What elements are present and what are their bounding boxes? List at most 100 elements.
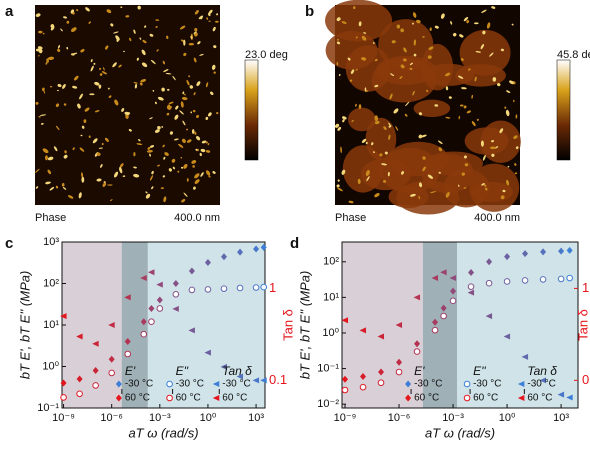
diamond-marker (253, 245, 260, 253)
phase-speck (413, 39, 417, 46)
phase-speck (72, 12, 75, 15)
circle-marker (431, 326, 439, 334)
phase-speck (194, 131, 197, 135)
phase-speck (197, 148, 199, 152)
phase-speck (38, 30, 43, 34)
phase-speck (72, 85, 78, 89)
phase-speck (172, 166, 175, 170)
diamond-marker (558, 247, 565, 255)
circle-marker (449, 297, 457, 305)
phase-speck (427, 55, 432, 59)
x-tick-label: 10⁰ (499, 412, 516, 424)
phase-speck (47, 156, 54, 161)
y-tick-label: 10³ (43, 236, 59, 248)
legend-header: Tan δ (222, 364, 252, 378)
legend-header: E' (414, 364, 425, 378)
triangle-marker (557, 391, 565, 398)
phase-speck (172, 75, 176, 81)
x-tick-label: 10⁻⁶ (388, 412, 411, 424)
phase-speck (206, 17, 209, 20)
x-tick-label: 10⁻⁶ (100, 412, 123, 424)
phase-speck (145, 193, 151, 199)
phase-speck (511, 23, 514, 26)
phase-speck (484, 187, 488, 191)
phase-speck (151, 186, 154, 190)
phase-speck (149, 33, 154, 37)
phase-speck (144, 25, 147, 28)
phase-speck (404, 113, 408, 117)
phase-speck (463, 155, 467, 159)
phase-speck (337, 187, 343, 192)
phase-speck (129, 37, 132, 42)
phase-speck (149, 153, 151, 157)
colorbar-label: 45.8 deg (557, 49, 590, 61)
phase-speck (336, 17, 341, 22)
phase-speck (361, 138, 367, 143)
phase-speck (93, 62, 96, 65)
circle-marker (220, 285, 228, 292)
phase-speck (183, 192, 188, 198)
triangle-marker (156, 281, 163, 288)
phase-speck (186, 178, 189, 182)
legend-label: -30 °C (176, 379, 204, 390)
triangle-marker (517, 381, 525, 387)
phase-domain (459, 29, 511, 76)
phase-speck (445, 116, 451, 119)
phase-speck (45, 61, 48, 65)
phase-speck (205, 116, 209, 120)
phase-speck (201, 140, 207, 144)
phase-speck (467, 68, 471, 71)
phase-speck (57, 44, 61, 49)
diamond-marker (468, 269, 475, 277)
y-axis-title: bT E', bT E'' (MPa) (17, 271, 32, 380)
phase-speck (474, 76, 477, 82)
phase-speck (429, 27, 432, 32)
phase-speck (165, 72, 172, 75)
phase-speck (365, 141, 368, 145)
phase-speck (388, 134, 391, 141)
phase-speck (364, 87, 367, 92)
phase-speck (471, 120, 476, 127)
phase-speck (157, 126, 161, 130)
phase-speck (208, 9, 213, 15)
phase-speck (139, 82, 143, 86)
phase-speck (162, 60, 165, 65)
circle-marker (92, 382, 99, 389)
phase-speck (166, 35, 169, 40)
phase-speck (399, 76, 403, 79)
y-tick-label: 10² (323, 256, 339, 268)
diamond-marker (140, 318, 147, 326)
phase-speck (164, 152, 169, 156)
triangle-marker (60, 313, 67, 320)
circle-marker (124, 350, 132, 358)
phase-speck (445, 86, 449, 91)
phase-speck (207, 142, 210, 146)
phase-speck (194, 179, 200, 184)
triangle-marker (212, 395, 220, 401)
legend-label: 60 °C (414, 393, 439, 404)
colorbar-label: 23.0 deg (245, 49, 288, 61)
phase-speck (80, 48, 85, 53)
phase-speck (124, 111, 130, 115)
diamond-marker (414, 340, 421, 348)
phase-speck (134, 83, 138, 89)
phase-speck (55, 125, 60, 131)
phase-speck (161, 126, 164, 128)
phase-speck (160, 187, 164, 189)
phase-speck (192, 165, 195, 168)
phase-speck (337, 179, 340, 182)
phase-speck (192, 109, 196, 113)
phase-speck (412, 12, 417, 18)
phase-speck (438, 147, 442, 152)
phase-speck (57, 48, 61, 52)
triangle-marker (395, 322, 403, 328)
phase-speck (123, 50, 125, 53)
phase-speck (57, 83, 62, 88)
phase-speck (182, 91, 185, 95)
y2-axis-title: Tan δ (280, 309, 295, 341)
phase-speck (460, 58, 464, 61)
phase-speck (119, 167, 123, 174)
phase-speck (84, 107, 90, 112)
phase-speck (101, 142, 104, 146)
phase-speck (418, 112, 423, 116)
